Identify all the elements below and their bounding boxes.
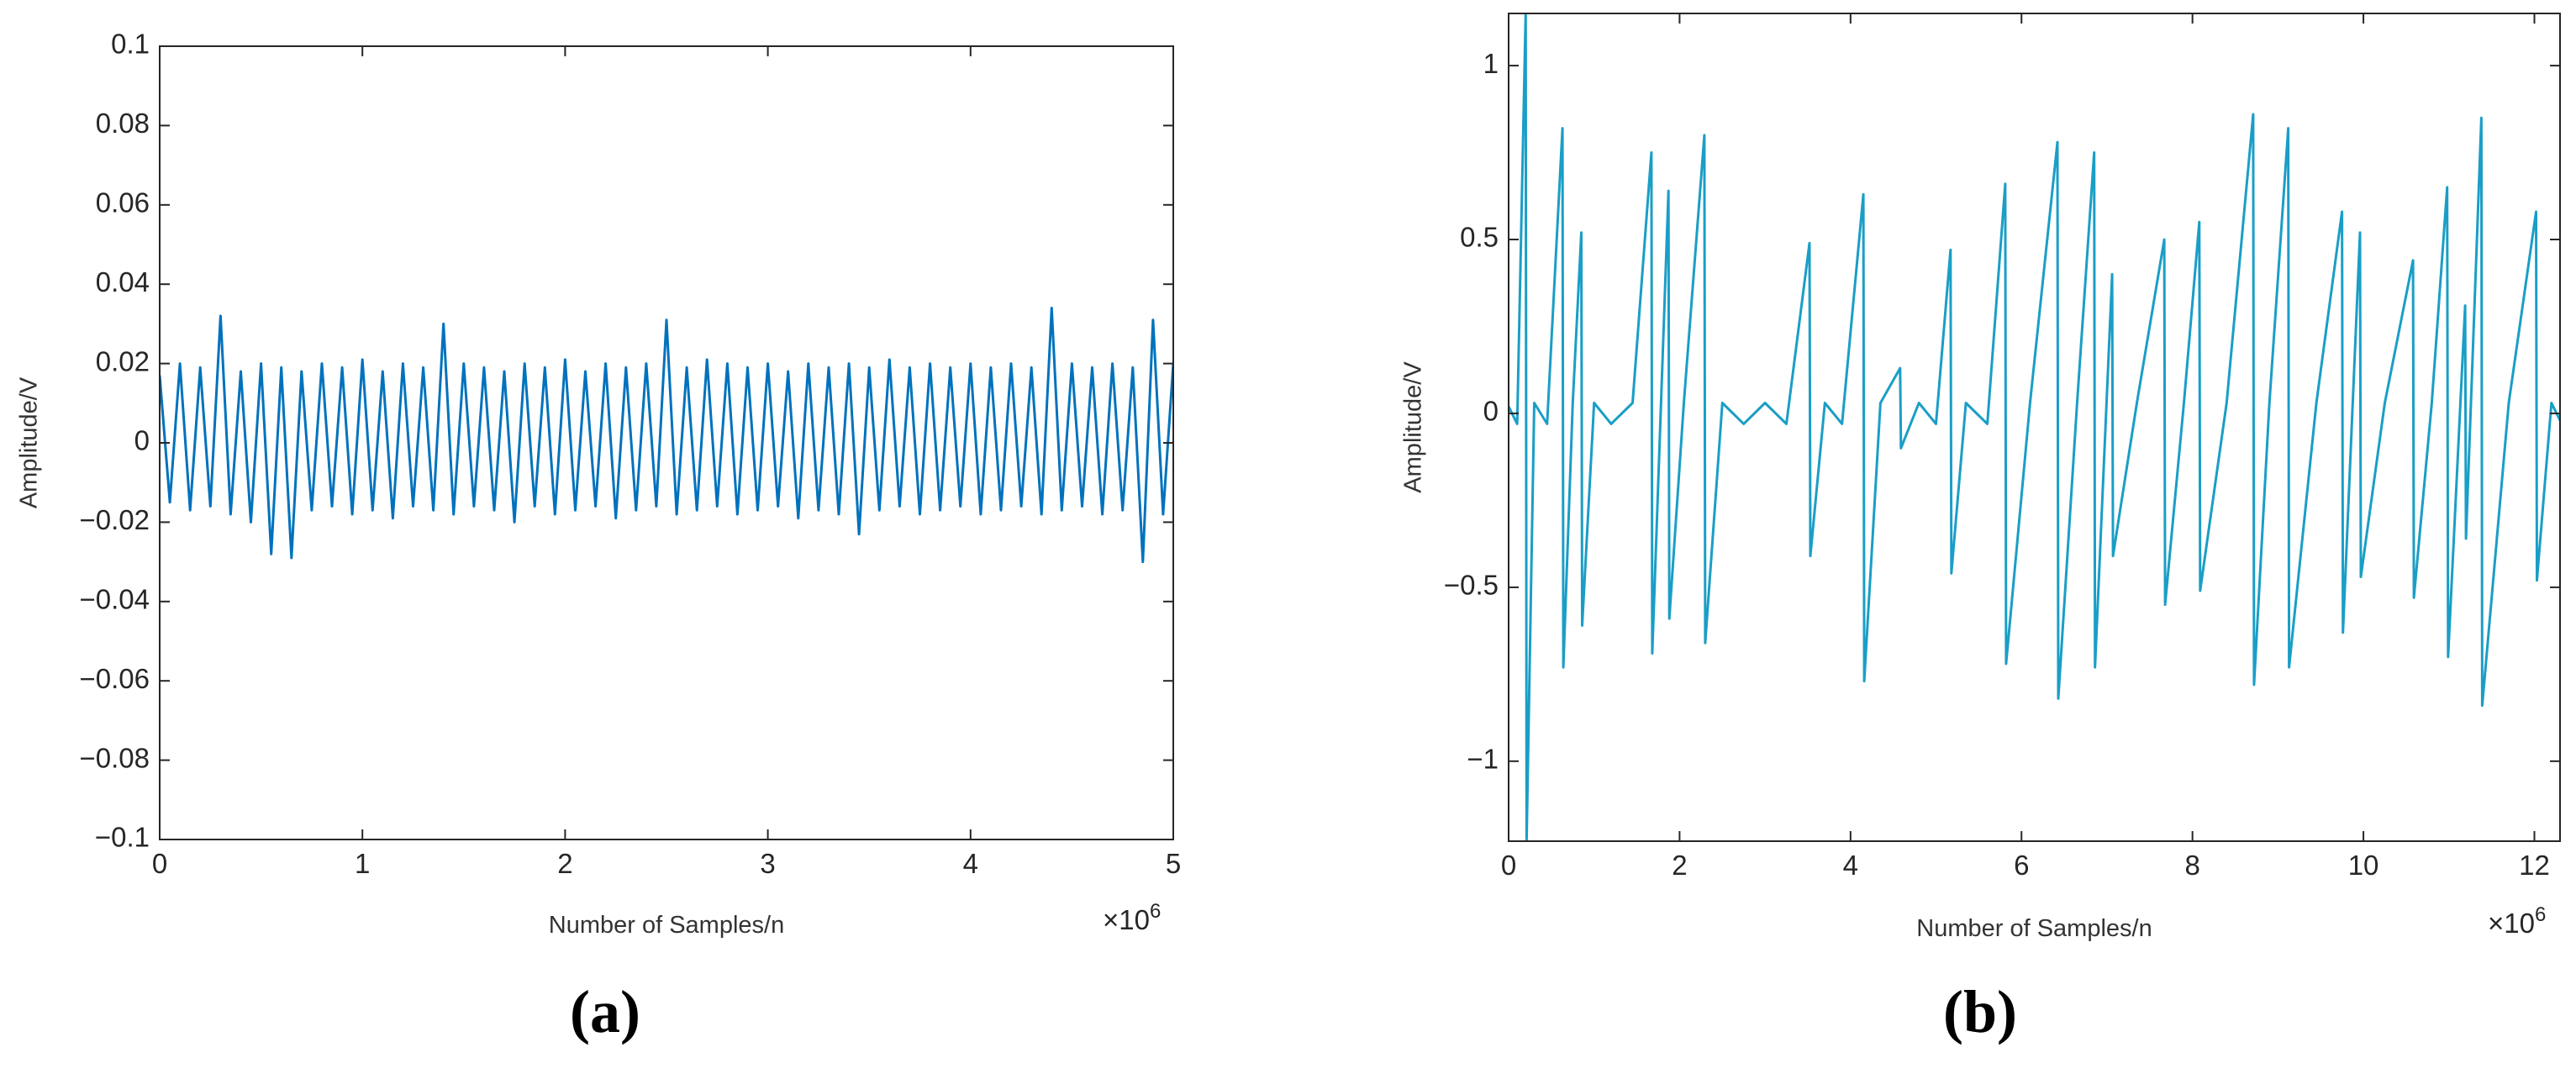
plot-frame	[1508, 13, 2561, 842]
y-tick-label: 0.08	[96, 108, 150, 139]
x-tick-label: 5	[1166, 848, 1181, 879]
y-tick-label: −0.1	[95, 822, 150, 853]
x-exponent-base: ×10	[1103, 904, 1150, 935]
y-tick-label: −0.04	[80, 584, 150, 615]
x-tick-label: 1	[355, 848, 370, 879]
y-tick-label: −0.02	[80, 504, 150, 535]
plot-area	[160, 46, 1173, 840]
x-exponent-power: 6	[2535, 903, 2546, 926]
x-tick-label: 6	[2014, 850, 2029, 881]
panel-label: (b)	[1943, 978, 2017, 1045]
y-axis-label: Amplitude/V	[16, 376, 43, 508]
x-exponent-power: 6	[1150, 900, 1161, 923]
x-tick-label: 0	[1501, 850, 1516, 881]
y-tick-label: 0	[134, 425, 150, 456]
y-tick-label: 0.04	[96, 266, 150, 297]
x-exponent-base: ×10	[2488, 908, 2535, 939]
y-tick-label: −0.06	[80, 663, 150, 694]
x-exponent: ×106	[1103, 900, 1161, 935]
plot-area	[1509, 13, 2560, 841]
x-tick-label: 2	[557, 848, 572, 879]
y-tick-label: −1	[1467, 744, 1499, 775]
y-tick-label: 0.06	[96, 187, 150, 218]
x-tick-label: 3	[760, 848, 775, 879]
x-tick-label: 4	[1843, 850, 1858, 881]
y-tick-label: 0.1	[111, 29, 150, 60]
x-tick-label: 0	[152, 848, 167, 879]
panel-label: (a)	[570, 978, 640, 1045]
x-tick-label: 12	[2519, 850, 2550, 881]
y-tick-label: −0.5	[1444, 570, 1499, 601]
x-exponent: ×106	[2488, 903, 2546, 939]
x-tick-label: 10	[2348, 850, 2379, 881]
x-tick-label: 2	[1672, 850, 1687, 881]
x-axis-label: Number of Samples/n	[549, 912, 784, 939]
x-tick-label: 8	[2184, 850, 2199, 881]
y-tick-label: 0	[1483, 396, 1499, 427]
x-tick-label: 4	[963, 848, 978, 879]
y-tick-label: 0.02	[96, 345, 150, 376]
y-tick-label: 0.5	[1460, 222, 1499, 253]
signal-line	[1509, 13, 2560, 841]
y-tick-label: −0.08	[80, 742, 150, 773]
y-tick-label: 1	[1483, 48, 1499, 79]
signal-line	[160, 307, 1173, 564]
y-axis-label: Amplitude/V	[1400, 361, 1427, 493]
x-axis-label: Number of Samples/n	[1916, 915, 2152, 942]
